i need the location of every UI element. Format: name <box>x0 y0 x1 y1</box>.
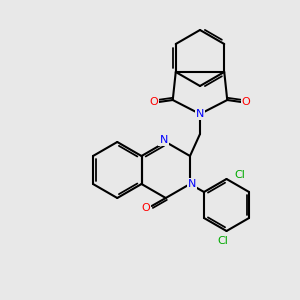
Text: O: O <box>242 97 250 107</box>
Text: O: O <box>149 97 158 107</box>
Text: N: N <box>160 135 168 145</box>
Text: Cl: Cl <box>235 170 245 180</box>
Text: O: O <box>141 203 150 213</box>
Text: Cl: Cl <box>217 236 228 246</box>
Text: N: N <box>196 109 204 119</box>
Text: N: N <box>188 179 196 189</box>
